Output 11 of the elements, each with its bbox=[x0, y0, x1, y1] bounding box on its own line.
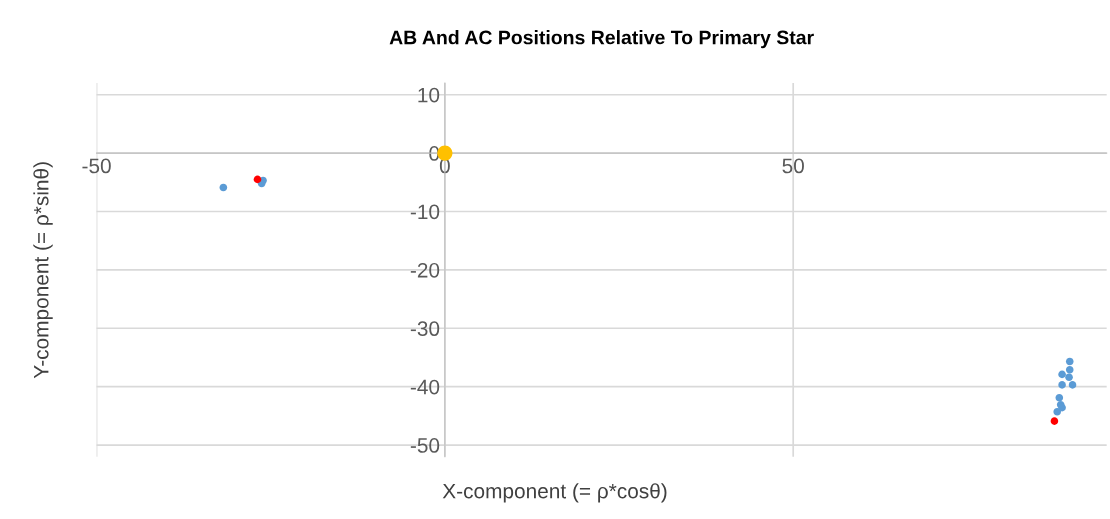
y-tick-label: 10 bbox=[418, 87, 440, 103]
x-axis-title: X-component (= ρ*cosθ) bbox=[442, 483, 667, 503]
y-tick-label: -20 bbox=[410, 262, 440, 278]
y-tick-label: -50 bbox=[410, 438, 440, 453]
y-tick-label: -40 bbox=[410, 379, 440, 395]
y-axis-title: Y-component (= ρ*sinθ) bbox=[33, 162, 53, 379]
y-tick-label: -30 bbox=[410, 321, 440, 337]
x-tick-label: 50 bbox=[782, 158, 804, 174]
x-tick-label: -50 bbox=[82, 158, 111, 174]
chart-title: AB And AC Positions Relative To Primary Star bbox=[389, 30, 814, 49]
y-tick-label: -10 bbox=[410, 204, 440, 220]
